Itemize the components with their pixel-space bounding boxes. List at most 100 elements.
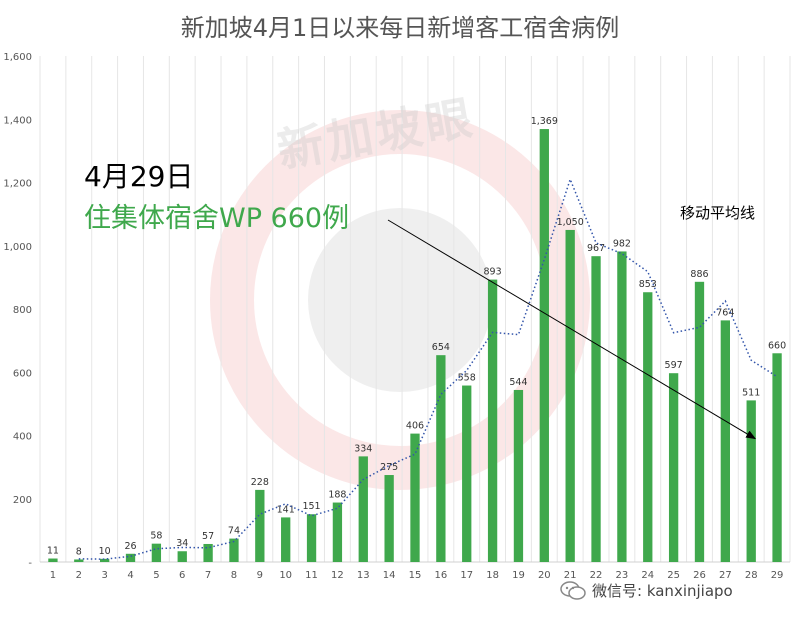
x-tick-label: 19 xyxy=(512,570,525,581)
bar-value-label: 764 xyxy=(716,307,734,318)
bar-value-label: 558 xyxy=(458,373,476,384)
bar xyxy=(617,251,627,562)
annotation-arrow xyxy=(387,219,757,440)
x-tick-label: 17 xyxy=(460,570,473,581)
bar xyxy=(281,517,291,562)
y-tick-label: 1,400 xyxy=(3,115,32,126)
bar xyxy=(720,320,730,562)
x-tick-label: 1 xyxy=(50,570,56,581)
bar-value-label: 8 xyxy=(76,546,82,557)
bar-value-label: 10 xyxy=(99,546,111,557)
bar xyxy=(203,543,213,562)
annotation-text: 住集体宿舍WP 660例 xyxy=(84,203,350,234)
bar xyxy=(643,292,653,562)
bar xyxy=(306,514,317,562)
x-tick-label: 8 xyxy=(231,570,237,581)
bar-value-label: 406 xyxy=(406,421,424,432)
x-tick-label: 6 xyxy=(179,570,185,581)
bar-value-label: 660 xyxy=(768,340,786,351)
bar xyxy=(229,538,239,562)
bar-value-label: 982 xyxy=(613,238,631,249)
bar xyxy=(462,385,472,562)
watermark-center xyxy=(308,208,492,392)
x-tick-label: 24 xyxy=(641,570,654,581)
x-tick-label: 7 xyxy=(205,570,211,581)
y-tick-label: 800 xyxy=(13,305,32,316)
x-tick-label: 14 xyxy=(383,570,396,581)
bar xyxy=(384,475,394,562)
x-tick-label: 16 xyxy=(434,570,447,581)
bar xyxy=(539,129,549,562)
bar-value-label: 26 xyxy=(124,541,136,552)
bar xyxy=(100,558,110,562)
y-tick-label: 1,600 xyxy=(3,52,32,63)
x-tick-label: 3 xyxy=(101,570,107,581)
bar-value-label: 511 xyxy=(742,387,760,398)
bar xyxy=(694,281,705,562)
x-tick-label: 26 xyxy=(693,570,706,581)
wechat-icon xyxy=(560,580,586,601)
x-tick-label: 12 xyxy=(331,570,344,581)
bar xyxy=(74,559,84,562)
bar xyxy=(125,553,136,562)
x-tick-label: 21 xyxy=(564,570,577,581)
bar xyxy=(591,256,601,562)
bar xyxy=(668,373,679,562)
bar xyxy=(410,433,420,562)
x-tick-label: 4 xyxy=(127,570,133,581)
chart-title: 新加坡4月1日以来每日新增客工宿舍病例 xyxy=(180,14,620,42)
y-tick-label: 1,000 xyxy=(3,242,32,253)
bar-value-label: 967 xyxy=(587,243,605,254)
bar xyxy=(177,551,187,562)
bar-value-label: 654 xyxy=(432,342,450,353)
x-tick-label: 28 xyxy=(745,570,758,581)
bar-value-label: 275 xyxy=(380,462,398,473)
bar xyxy=(48,558,58,562)
bar-value-label: 1,369 xyxy=(531,116,558,127)
y-tick-label: 400 xyxy=(13,432,32,443)
y-tick-label: - xyxy=(28,558,32,569)
bar-value-label: 893 xyxy=(484,267,502,278)
bar-value-label: 853 xyxy=(639,279,657,290)
y-tick-label: 200 xyxy=(13,495,32,506)
x-tick-label: 13 xyxy=(357,570,370,581)
bar-value-label: 886 xyxy=(690,269,708,280)
bar-value-label: 151 xyxy=(302,501,320,512)
x-tick-label: 10 xyxy=(279,570,292,581)
bar-value-label: 1,050 xyxy=(557,217,584,228)
x-tick-label: 2 xyxy=(76,570,82,581)
x-tick-label: 25 xyxy=(667,570,680,581)
x-tick-label: 18 xyxy=(486,570,499,581)
bar xyxy=(358,456,368,562)
bar-value-label: 57 xyxy=(202,531,214,542)
bar-value-label: 334 xyxy=(354,443,372,454)
bar-value-label: 188 xyxy=(328,490,346,501)
bar xyxy=(746,400,756,562)
bar-value-label: 74 xyxy=(228,526,240,537)
bar xyxy=(513,389,524,562)
credit: 微信号: kanxinjiapo xyxy=(560,580,733,601)
x-tick-label: 22 xyxy=(590,570,603,581)
x-tick-label: 29 xyxy=(771,570,784,581)
bar-value-label: 34 xyxy=(176,538,188,549)
bar xyxy=(436,355,446,562)
bar xyxy=(332,502,343,562)
x-tick-label: 23 xyxy=(616,570,629,581)
credit-text: 微信号: kanxinjiapo xyxy=(592,582,733,600)
y-tick-label: 1,200 xyxy=(3,179,32,190)
x-tick-label: 27 xyxy=(719,570,732,581)
x-tick-label: 11 xyxy=(305,570,318,581)
bar-value-label: 544 xyxy=(509,377,527,388)
bar xyxy=(255,489,265,562)
annotation-date: 4月29日 xyxy=(84,160,194,193)
bar-value-label: 141 xyxy=(277,504,295,515)
bar-value-label: 597 xyxy=(665,360,683,371)
x-tick-label: 5 xyxy=(153,570,159,581)
x-tick-label: 9 xyxy=(257,570,263,581)
bar xyxy=(772,353,782,562)
bar-value-label: 228 xyxy=(251,477,269,488)
bar xyxy=(487,279,498,562)
y-tick-label: 600 xyxy=(13,368,32,379)
bar xyxy=(565,229,575,562)
